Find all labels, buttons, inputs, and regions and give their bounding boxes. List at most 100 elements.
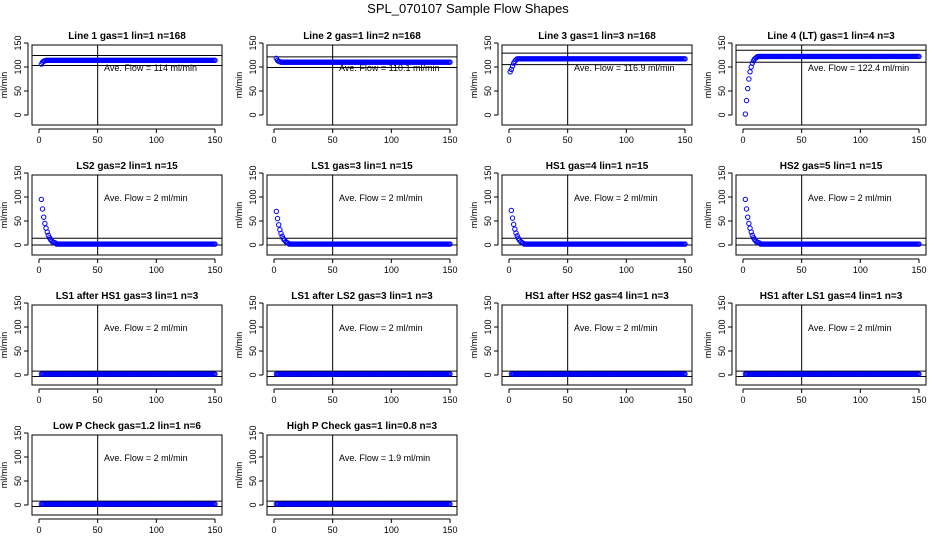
data-point xyxy=(212,371,218,377)
data-point xyxy=(742,196,749,203)
y-tick-label: 50 xyxy=(248,86,258,96)
y-axis-label: ml/min xyxy=(234,202,244,229)
y-tick-label: 100 xyxy=(483,189,493,204)
x-tick-label: 100 xyxy=(149,135,164,145)
y-axis-label: ml/min xyxy=(469,332,479,359)
average-flow-label: Ave. Flow = 2 ml/min xyxy=(339,323,423,333)
x-tick-label: 50 xyxy=(563,265,573,275)
y-tick-label: 150 xyxy=(13,35,23,50)
y-tick-label: 150 xyxy=(483,295,493,310)
y-tick-label: 50 xyxy=(248,216,258,226)
x-tick-label: 0 xyxy=(271,135,276,145)
data-point xyxy=(42,220,48,227)
data-point xyxy=(447,241,453,247)
data-point xyxy=(274,215,281,222)
y-tick-label: 100 xyxy=(13,59,23,74)
data-point xyxy=(212,57,218,63)
y-tick-label: 50 xyxy=(483,346,493,356)
panel-title: HS1 after LS1 gas=4 lin=1 n=3 xyxy=(760,291,903,302)
data-point xyxy=(916,241,922,247)
y-tick-label: 150 xyxy=(248,165,258,180)
x-tick-label: 150 xyxy=(442,525,457,535)
y-axis-label: ml/min xyxy=(234,462,244,489)
data-point xyxy=(508,66,515,73)
x-tick-label: 150 xyxy=(677,395,692,405)
average-flow-label: Ave. Flow = 122.4 ml/min xyxy=(808,63,909,73)
data-point xyxy=(510,221,517,228)
panel-title: High P Check gas=1 lin=0.8 n=3 xyxy=(287,421,438,432)
x-tick-label: 150 xyxy=(207,135,222,145)
x-tick-label: 100 xyxy=(619,395,634,405)
data-point xyxy=(916,53,922,60)
y-tick-label: 50 xyxy=(717,346,727,356)
x-tick-label: 150 xyxy=(911,395,926,405)
x-tick-label: 0 xyxy=(271,395,276,405)
panel-title: HS1 after HS2 gas=4 lin=1 n=3 xyxy=(525,291,669,302)
panel-title: Low P Check gas=1.2 lin=1 n=6 xyxy=(53,421,201,432)
x-tick-label: 150 xyxy=(677,265,692,275)
y-tick-label: 150 xyxy=(717,35,727,50)
data-point xyxy=(212,501,218,507)
y-axis-label: ml/min xyxy=(0,72,9,99)
average-flow-label: Ave. Flow = 2 ml/min xyxy=(574,193,658,203)
x-tick-label: 50 xyxy=(93,525,103,535)
x-tick-label: 100 xyxy=(149,265,164,275)
y-tick-label: 50 xyxy=(483,216,493,226)
data-point xyxy=(682,56,688,62)
data-point xyxy=(916,371,922,377)
x-tick-label: 150 xyxy=(677,135,692,145)
average-flow-label: Ave. Flow = 1.9 ml/min xyxy=(339,453,430,463)
data-point xyxy=(39,206,46,212)
y-tick-label: 150 xyxy=(248,35,258,50)
y-tick-label: 0 xyxy=(13,242,23,247)
x-tick-label: 50 xyxy=(797,135,807,145)
data-point xyxy=(748,229,754,235)
panel-title: HS1 gas=4 lin=1 n=15 xyxy=(546,161,649,172)
data-point xyxy=(682,241,688,247)
x-tick-label: 0 xyxy=(271,525,276,535)
chart-panel-11: HS1 after HS2 gas=4 lin=1 n=3 0 50 100 150 0 5… xyxy=(469,291,693,405)
y-tick-label: 50 xyxy=(13,216,23,226)
x-tick-label: 100 xyxy=(853,265,868,275)
x-tick-label: 50 xyxy=(328,395,338,405)
y-tick-label: 100 xyxy=(248,189,258,204)
x-tick-label: 100 xyxy=(384,265,399,275)
y-axis-label: ml/min xyxy=(234,332,244,359)
chart-panel-12: HS1 after LS1 gas=4 lin=1 n=3 0 50 100 150 0 5… xyxy=(703,291,927,405)
x-tick-label: 0 xyxy=(506,265,511,275)
y-tick-label: 100 xyxy=(483,319,493,334)
chart-panel-8: HS2 gas=5 lin=1 n=15 0 50 100 150 0 50 100 150 ml… xyxy=(703,161,927,275)
y-axis-label: ml/min xyxy=(703,332,713,359)
chart-panel-14: High P Check gas=1 lin=0.8 n=3 0 50 100 150 0… xyxy=(234,421,458,535)
x-tick-label: 0 xyxy=(36,265,41,275)
x-tick-label: 50 xyxy=(328,525,338,535)
data-point xyxy=(447,59,453,65)
x-tick-label: 50 xyxy=(93,395,103,405)
y-tick-label: 100 xyxy=(717,189,727,204)
y-tick-label: 0 xyxy=(13,502,23,507)
data-point xyxy=(508,207,515,214)
chart-panel-7: HS1 gas=4 lin=1 n=15 0 50 100 150 0 50 100 150 ml… xyxy=(469,161,693,275)
y-tick-label: 100 xyxy=(13,319,23,334)
y-tick-label: 50 xyxy=(248,476,258,486)
x-tick-label: 0 xyxy=(506,395,511,405)
average-flow-label: Ave. Flow = 116.9 ml/min xyxy=(574,63,674,73)
x-tick-label: 50 xyxy=(328,135,338,145)
x-tick-label: 0 xyxy=(740,265,745,275)
average-flow-label: Ave. Flow = 2 ml/min xyxy=(808,193,892,203)
panel-frame xyxy=(735,174,927,256)
y-tick-label: 100 xyxy=(13,449,23,464)
panel-frame xyxy=(735,304,927,386)
x-tick-label: 50 xyxy=(93,265,103,275)
panel-frame xyxy=(31,44,223,126)
y-tick-label: 50 xyxy=(248,346,258,356)
panel-title: HS2 gas=5 lin=1 n=15 xyxy=(780,161,883,172)
y-tick-label: 50 xyxy=(13,86,23,96)
data-point xyxy=(743,97,750,104)
panel-frame xyxy=(735,44,927,126)
y-axis-label: ml/min xyxy=(234,72,244,99)
y-tick-label: 100 xyxy=(248,59,258,74)
y-tick-label: 150 xyxy=(717,295,727,310)
average-flow-label: Ave. Flow = 2 ml/min xyxy=(104,193,188,203)
y-tick-label: 100 xyxy=(13,189,23,204)
